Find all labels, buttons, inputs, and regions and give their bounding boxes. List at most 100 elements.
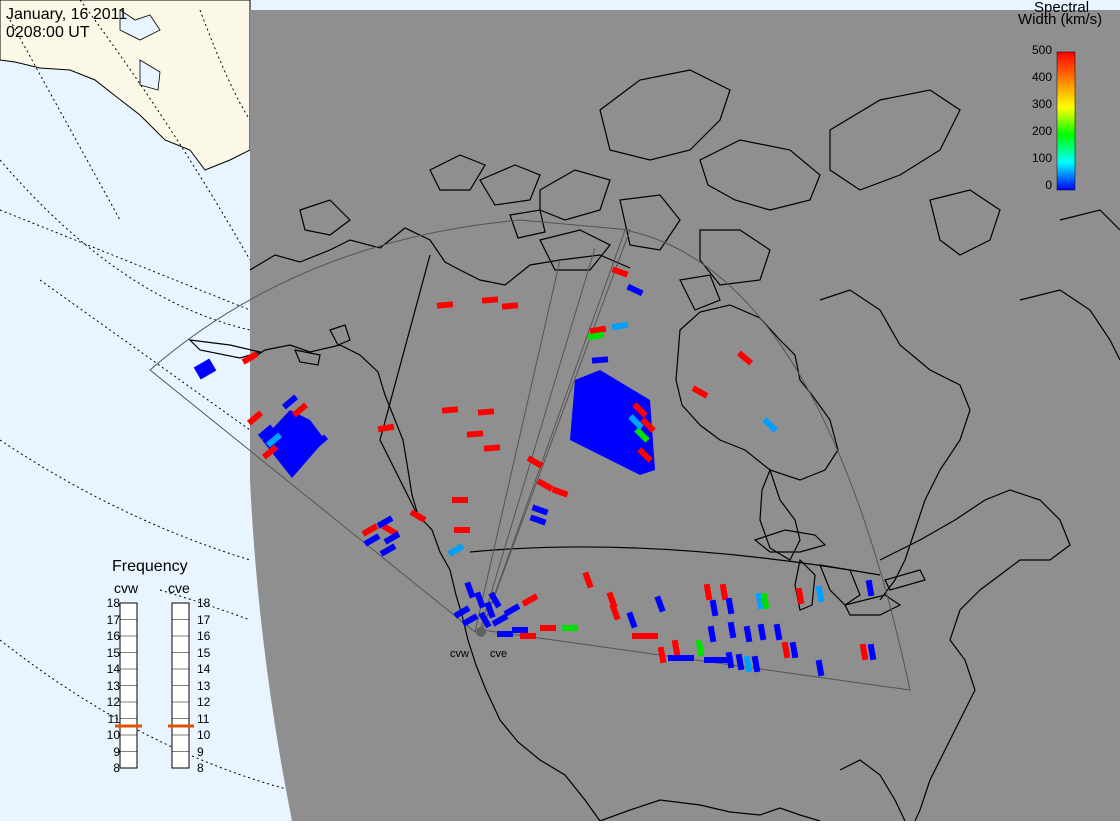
echo-cell bbox=[867, 643, 877, 661]
legend-tick: 300 bbox=[1031, 97, 1052, 111]
echo-cell bbox=[491, 613, 509, 627]
latitude-lines bbox=[0, 9, 291, 791]
echo-cell bbox=[815, 659, 825, 677]
map-date: January, 16 2011 bbox=[6, 6, 128, 23]
borders bbox=[379, 254, 881, 576]
echo-cell bbox=[668, 655, 684, 661]
echo-cell bbox=[865, 579, 875, 597]
echo-cell bbox=[626, 611, 638, 629]
echo-cell bbox=[453, 605, 471, 619]
echo-cell bbox=[383, 531, 401, 545]
echo-cell bbox=[727, 621, 737, 639]
radar-echoes bbox=[193, 358, 655, 478]
echo-cell bbox=[540, 625, 556, 631]
frequency-tick-cve: 11 bbox=[197, 711, 210, 726]
frequency-tick-cvw: 9 bbox=[113, 744, 120, 759]
echo-cell bbox=[671, 639, 681, 657]
frequency-radar-label-cvw: cvw bbox=[114, 580, 139, 596]
echo-cell bbox=[743, 625, 753, 643]
frequency-tick-cve: 10 bbox=[197, 728, 211, 742]
longitude-lines bbox=[0, 0, 251, 431]
frequency-tick-cve: 17 bbox=[197, 612, 211, 627]
echo-cell bbox=[859, 643, 869, 661]
echo-cell bbox=[520, 633, 536, 639]
echo-cell bbox=[452, 497, 468, 503]
frequency-tick-cve: 18 bbox=[197, 596, 211, 610]
echo-cell bbox=[678, 655, 694, 661]
echo-cell bbox=[466, 430, 484, 438]
echo-cell bbox=[551, 486, 569, 498]
frequency-tick-cvw: 11 bbox=[107, 711, 120, 726]
echo-cell bbox=[501, 302, 519, 310]
echo-cell bbox=[484, 601, 496, 619]
echo-cell bbox=[311, 434, 329, 450]
echo-cell bbox=[512, 627, 528, 633]
echo-cell bbox=[736, 350, 754, 366]
echo-cell bbox=[477, 408, 495, 416]
echo-cell bbox=[709, 599, 719, 617]
echo-cell bbox=[261, 444, 279, 460]
echo-cell bbox=[497, 631, 513, 637]
inlet bbox=[139, 59, 161, 91]
frequency-tick-cve: 13 bbox=[197, 678, 211, 693]
echo-cell bbox=[526, 455, 544, 469]
echo-cell bbox=[654, 595, 666, 613]
frequency-tick-cvw: 13 bbox=[106, 678, 120, 693]
echo-cell bbox=[751, 655, 761, 673]
echo-cell bbox=[291, 402, 309, 418]
echo-cell bbox=[815, 585, 825, 603]
echo-cell bbox=[582, 571, 594, 589]
radar-site-marker bbox=[476, 627, 486, 637]
echo-patch bbox=[570, 370, 655, 475]
echo-cell bbox=[640, 417, 656, 433]
echo-cell bbox=[634, 427, 650, 443]
frequency-tick-cvw: 8 bbox=[113, 761, 120, 775]
night-region bbox=[250, 10, 1120, 821]
legend-tick: 500 bbox=[1031, 43, 1052, 57]
echo-patch bbox=[262, 410, 325, 478]
echo-cell bbox=[773, 623, 783, 641]
echo-cell bbox=[478, 611, 492, 629]
echo-cell bbox=[795, 587, 805, 605]
echo-cell bbox=[626, 283, 644, 297]
echo-cell bbox=[436, 301, 454, 309]
echo-cell bbox=[441, 406, 459, 414]
site-label-cve: cve bbox=[490, 648, 507, 660]
echo-cell bbox=[609, 603, 621, 621]
echo-cell bbox=[241, 351, 259, 365]
frequency-tick-cvw: 18 bbox=[106, 596, 120, 610]
sunlit-land bbox=[0, 0, 251, 171]
legend-tick: 100 bbox=[1031, 151, 1052, 165]
frequency-tick-cvw: 12 bbox=[106, 695, 120, 709]
echo-cell bbox=[447, 543, 465, 557]
echo-cells bbox=[241, 266, 877, 677]
frequency-tick-cve: 12 bbox=[197, 695, 211, 709]
frequency-tick-cvw: 14 bbox=[106, 662, 120, 676]
frequency-tick-cve: 9 bbox=[197, 744, 204, 759]
legend-title-line2: Width (km/s) bbox=[1018, 11, 1103, 28]
echo-cell bbox=[632, 633, 648, 639]
echo-cell bbox=[461, 613, 479, 627]
inlet bbox=[119, 9, 161, 41]
echo-cell bbox=[193, 358, 217, 380]
map-time: 0208:00 UT bbox=[6, 24, 90, 41]
frequency-radar-label-cve: cve bbox=[168, 580, 190, 596]
frequency-tick-cve: 15 bbox=[197, 645, 211, 660]
echo-cell bbox=[488, 591, 502, 609]
echo-cell bbox=[376, 515, 394, 529]
echo-cell bbox=[703, 583, 713, 601]
legend-title-line1: Spectral bbox=[1034, 0, 1090, 16]
echo-cell bbox=[361, 523, 379, 537]
echo-cell bbox=[521, 593, 539, 607]
site-label-cvw: cvw bbox=[450, 648, 469, 660]
frequency-tick-cvw: 10 bbox=[106, 728, 120, 742]
echo-cell bbox=[611, 321, 629, 331]
spectral-width-colorbar bbox=[1056, 51, 1076, 191]
echo-cell bbox=[529, 514, 547, 526]
echo-cell bbox=[757, 623, 767, 641]
legend-tick: 0 bbox=[1045, 178, 1052, 192]
echo-cell bbox=[637, 447, 653, 463]
echo-cell bbox=[611, 266, 629, 278]
